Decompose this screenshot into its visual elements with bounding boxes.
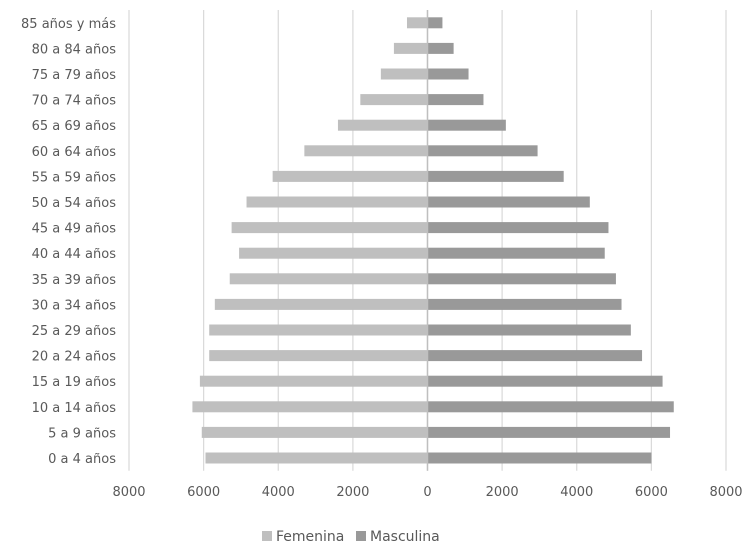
category-label: 25 a 29 años	[32, 324, 117, 339]
bar-masculina	[427, 94, 484, 106]
category-label: 60 a 64 años	[32, 145, 117, 160]
bar-masculina	[427, 68, 469, 80]
bar-masculina	[427, 145, 538, 157]
x-tick-label: 8000	[709, 485, 742, 500]
bar-masculina	[427, 452, 652, 464]
bar-masculina	[427, 42, 454, 54]
x-tick-label: 6000	[187, 485, 220, 500]
category-label: 70 a 74 años	[32, 94, 117, 109]
bar-femenina	[239, 247, 428, 259]
x-tick-label: 2000	[486, 485, 519, 500]
bar-masculina	[427, 247, 605, 259]
bar-masculina	[427, 401, 674, 413]
bar-femenina	[205, 452, 428, 464]
bar-masculina	[427, 170, 564, 182]
bar-femenina	[209, 324, 428, 336]
category-label: 65 a 69 años	[32, 119, 117, 134]
category-label: 0 a 4 años	[48, 452, 116, 467]
category-label: 35 a 39 años	[32, 273, 117, 288]
legend-swatch	[356, 531, 366, 541]
x-tick-label: 4000	[262, 485, 295, 500]
category-label: 10 a 14 años	[32, 401, 117, 416]
bar-masculina	[427, 222, 609, 234]
category-label: 75 a 79 años	[32, 68, 117, 83]
category-label: 85 años y más	[21, 17, 116, 32]
bar-femenina	[360, 94, 428, 106]
category-label: 30 a 34 años	[32, 298, 117, 313]
bar-femenina	[192, 401, 428, 413]
bar-femenina	[199, 375, 428, 387]
category-label: 80 a 84 años	[32, 42, 117, 57]
category-label: 40 a 44 años	[32, 247, 117, 262]
legend-label: Masculina	[370, 529, 440, 545]
bar-masculina	[427, 375, 663, 387]
bar-femenina	[406, 17, 428, 29]
legend-swatch	[262, 531, 272, 541]
category-label: 20 a 24 años	[32, 350, 117, 365]
x-tick-label: 8000	[112, 485, 145, 500]
category-label: 15 a 19 años	[32, 375, 117, 390]
category-label: 5 a 9 años	[48, 426, 116, 441]
bar-masculina	[427, 196, 590, 208]
category-label: 45 a 49 años	[32, 222, 117, 237]
bar-masculina	[427, 426, 671, 438]
bar-femenina	[393, 42, 428, 54]
bar-femenina	[246, 196, 428, 208]
x-tick-label: 2000	[336, 485, 369, 500]
bar-masculina	[427, 324, 631, 336]
bar-masculina	[427, 350, 643, 362]
legend-label: Femenina	[276, 529, 344, 545]
bar-femenina	[231, 222, 428, 234]
bar-femenina	[272, 170, 428, 182]
bar-femenina	[214, 298, 428, 310]
x-tick-label: 6000	[635, 485, 668, 500]
bar-femenina	[337, 119, 428, 131]
bar-femenina	[229, 273, 428, 285]
bar-femenina	[380, 68, 428, 80]
bar-masculina	[427, 119, 506, 131]
x-tick-label: 0	[423, 485, 431, 500]
bar-masculina	[427, 273, 616, 285]
category-label: 55 a 59 años	[32, 170, 117, 185]
bar-masculina	[427, 298, 622, 310]
bar-femenina	[304, 145, 428, 157]
bar-masculina	[427, 17, 443, 29]
x-tick-label: 4000	[560, 485, 593, 500]
category-label: 50 a 54 años	[32, 196, 117, 211]
bar-femenina	[209, 350, 428, 362]
bar-femenina	[201, 426, 428, 438]
